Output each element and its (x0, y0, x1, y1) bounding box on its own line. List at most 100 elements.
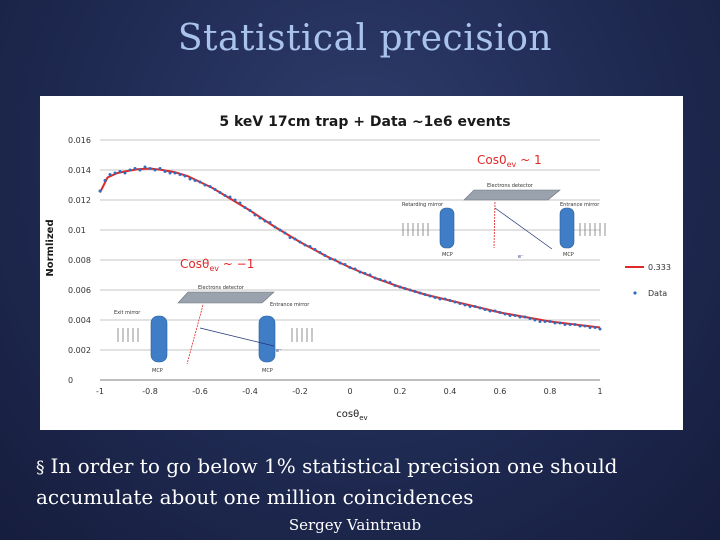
data-point (263, 219, 267, 223)
data-point (273, 225, 277, 229)
data-point (178, 173, 182, 176)
mirror-rings-left (402, 223, 429, 236)
data-point (493, 309, 497, 313)
data-point (113, 171, 117, 175)
data-point (518, 315, 522, 319)
data-point (358, 270, 362, 274)
data-point (198, 180, 202, 184)
data-point (323, 254, 327, 257)
data-point (398, 285, 402, 289)
data-point (253, 213, 257, 217)
data-point (353, 267, 357, 271)
y-tick-labels: 0 0.002 0.004 0.006 0.008 0.01 0.012 0.014 0.016 (68, 136, 91, 385)
data-point (468, 305, 472, 308)
fit-series (99, 167, 601, 329)
data-point (213, 188, 217, 191)
data-point (363, 272, 367, 275)
data-point (308, 245, 312, 248)
y-tick-label: 0.002 (68, 346, 91, 355)
data-point (553, 321, 557, 325)
x-axis-label-sub: ev (359, 414, 367, 422)
legend-points-swatch (633, 291, 637, 295)
data-point (583, 324, 587, 328)
data-point (563, 323, 567, 326)
data-point (208, 185, 212, 188)
x-tick-label: 0.4 (444, 387, 457, 396)
inset-forward-mcp-right: MCP (563, 252, 574, 258)
inset-backward-mcp-right: MCP (262, 368, 273, 374)
data-point (408, 288, 412, 292)
data-point (243, 206, 247, 209)
data-point (523, 315, 527, 319)
data-point (423, 293, 427, 296)
detector-plate-2 (177, 291, 275, 304)
inset-forward-right-label: Entrance mirror (560, 202, 600, 208)
chart-panel: 5 keV 17cm trap + Data ~1e6 events 0 0.00… (40, 96, 683, 430)
data-point (248, 209, 252, 212)
data-point (443, 297, 447, 301)
bullet-text: In order to go below 1% statistical prec… (36, 454, 618, 509)
data-point (238, 201, 242, 205)
mirror-rings-right (579, 223, 606, 236)
data-point (348, 266, 352, 269)
x-axis-label: cosθev (336, 409, 367, 422)
slide-title: Statistical precision (177, 18, 553, 59)
detector-plate (463, 189, 561, 201)
mcp-right-cylinder-2 (258, 315, 276, 363)
data-point (293, 237, 297, 241)
data-point (438, 297, 442, 301)
data-point (193, 179, 197, 182)
legend: 0.333 Data (625, 263, 671, 298)
data-point (338, 261, 342, 265)
data-point (278, 228, 282, 232)
data-point (428, 294, 432, 298)
inset-forward-left-label: Retarding mirror (402, 202, 444, 208)
legend-points-label: Data (648, 289, 667, 298)
data-point (173, 171, 177, 175)
data-point (598, 327, 602, 331)
inset-backward-right-label: Entrance mirror (270, 302, 310, 308)
trajectory-line (493, 201, 496, 249)
data-series (98, 165, 602, 331)
data-point (558, 321, 562, 325)
data-point (143, 165, 147, 169)
x-tick-label: 0.6 (494, 387, 507, 396)
data-point (573, 323, 577, 326)
y-axis-label: Normlized (45, 219, 56, 276)
trajectory-line-4 (199, 327, 275, 347)
data-point (388, 281, 392, 284)
y-tick-label: 0 (68, 376, 73, 385)
data-point (118, 170, 122, 173)
data-point (138, 168, 142, 172)
data-point (593, 326, 597, 329)
data-point (513, 314, 517, 317)
x-axis-label-main: cosθ (336, 409, 359, 420)
inset-backward-electrons-detector: Electrons detector (198, 285, 245, 291)
data-point (483, 308, 487, 311)
data-point (133, 167, 137, 170)
y-tick-label: 0.008 (68, 256, 91, 265)
mcp-left-cylinder (439, 207, 455, 249)
inset-forward-electron: e⁻ (518, 254, 524, 260)
data-point (418, 291, 422, 295)
x-tick-label: 0.8 (544, 387, 557, 396)
data-point (98, 189, 102, 193)
x-tick-labels: -1 -0.8 -0.6 -0.4 -0.2 0 0.2 0.4 0.6 0.8 1 (96, 387, 603, 396)
data-point (488, 309, 492, 313)
data-point (578, 324, 582, 328)
inset-forward-label: Cos0ev ~ 1 (477, 153, 542, 169)
inset-backward-mcp-left: MCP (152, 368, 163, 374)
inset-backward-electron: e⁻ (276, 348, 282, 354)
x-tick-label: 0.2 (394, 387, 407, 396)
mirror-rings-right-2 (291, 328, 313, 342)
bullet-mark: § (36, 458, 45, 478)
data-point (328, 257, 332, 260)
y-tick-label: 0.004 (68, 316, 91, 325)
mirror-rings-left-2 (117, 328, 139, 342)
data-point (163, 170, 167, 173)
data-point (203, 183, 207, 187)
data-point (448, 299, 452, 302)
data-point (368, 273, 372, 277)
data-point (333, 258, 337, 262)
data-point (403, 287, 407, 290)
